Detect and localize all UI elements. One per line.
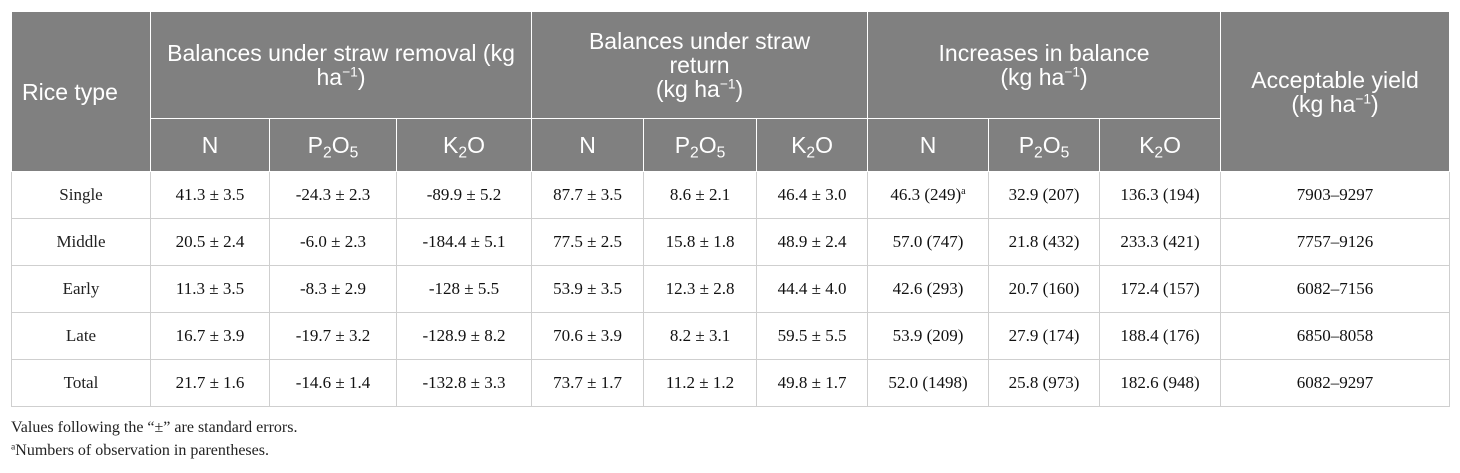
- cell-increase-k2o: 136.3 (194): [1099, 171, 1222, 219]
- cell-removal-n: 16.7 ± 3.9: [150, 312, 270, 360]
- cell-removal-k2o: -132.8 ± 3.3: [395, 359, 533, 407]
- table-body: Single 41.3 ± 3.5 -24.3 ± 2.3 -89.9 ± 5.…: [11, 171, 1451, 407]
- header-rice-type: Rice type: [11, 11, 151, 172]
- cell-acceptable-yield: 7903–9297: [1220, 171, 1451, 219]
- header-group-return: Balances under straw return (kg ha−1): [531, 11, 869, 119]
- table-row: Middle 20.5 ± 2.4 -6.0 ± 2.3 -184.4 ± 5.…: [11, 218, 1451, 266]
- cell-return-p2o5: 12.3 ± 2.8: [643, 265, 758, 313]
- cell-return-p2o5: 8.2 ± 3.1: [643, 312, 758, 360]
- cell-acceptable-yield: 6082–7156: [1220, 265, 1451, 313]
- cell-removal-p2o5: -6.0 ± 2.3: [269, 218, 397, 266]
- cell-return-n: 73.7 ± 1.7: [531, 359, 645, 407]
- cell-removal-k2o: -89.9 ± 5.2: [395, 171, 533, 219]
- cell-increase-n: 52.0 (1498): [867, 359, 990, 407]
- cell-increase-k2o: 233.3 (421): [1099, 218, 1222, 266]
- cell-return-p2o5: 8.6 ± 2.1: [643, 171, 758, 219]
- table-row: Early 11.3 ± 3.5 -8.3 ± 2.9 -128 ± 5.5 5…: [11, 265, 1451, 313]
- header-group-increase: Increases in balance (kg ha−1): [867, 11, 1222, 119]
- cell-return-k2o: 49.8 ± 1.7: [756, 359, 869, 407]
- cell-removal-p2o5: -19.7 ± 3.2: [269, 312, 397, 360]
- header-removal-n: N: [150, 118, 270, 172]
- cell-return-k2o: 48.9 ± 2.4: [756, 218, 869, 266]
- table-row: Single 41.3 ± 3.5 -24.3 ± 2.3 -89.9 ± 5.…: [11, 171, 1451, 219]
- cell-increase-n: 42.6 (293): [867, 265, 990, 313]
- header-return-k2o: K2O: [756, 118, 869, 172]
- header-acceptable-yield: Acceptable yield (kg ha−1): [1220, 11, 1451, 172]
- header-removal-p2o5: P2O5: [269, 118, 397, 172]
- cell-increase-n: 46.3 (249)a: [867, 171, 990, 219]
- cell-increase-n: 57.0 (747): [867, 218, 990, 266]
- cell-return-k2o: 46.4 ± 3.0: [756, 171, 869, 219]
- cell-removal-k2o: -128.9 ± 8.2: [395, 312, 533, 360]
- cell-removal-p2o5: -14.6 ± 1.4: [269, 359, 397, 407]
- footnote-marker: a: [961, 185, 966, 197]
- header-return-n: N: [531, 118, 645, 172]
- cell-removal-n: 20.5 ± 2.4: [150, 218, 270, 266]
- table-row: Total 21.7 ± 1.6 -14.6 ± 1.4 -132.8 ± 3.…: [11, 359, 1451, 407]
- cell-acceptable-yield: 6082–9297: [1220, 359, 1451, 407]
- cell-removal-p2o5: -24.3 ± 2.3: [269, 171, 397, 219]
- header-increase-p2o5: P2O5: [988, 118, 1101, 172]
- cell-rice-type: Early: [11, 265, 151, 313]
- header-return-p2o5: P2O5: [643, 118, 758, 172]
- cell-rice-type: Total: [11, 359, 151, 407]
- cell-increase-k2o: 172.4 (157): [1099, 265, 1222, 313]
- cell-increase-n: 53.9 (209): [867, 312, 990, 360]
- cell-return-p2o5: 11.2 ± 1.2: [643, 359, 758, 407]
- footnote-observations: aNumbers of observation in parentheses.: [11, 441, 269, 459]
- table-footnotes: Values following the “±” are standard er…: [11, 416, 1449, 462]
- cell-increase-p2o5: 32.9 (207): [988, 171, 1101, 219]
- header-group-removal: Balances under straw removal (kg ha−1): [149, 11, 533, 119]
- nutrient-balance-table: Rice type Balances under straw removal (…: [11, 11, 1451, 407]
- cell-removal-n: 41.3 ± 3.5: [150, 171, 270, 219]
- cell-return-k2o: 44.4 ± 4.0: [756, 265, 869, 313]
- cell-increase-p2o5: 25.8 (973): [988, 359, 1101, 407]
- table-header: Rice type Balances under straw removal (…: [11, 11, 1451, 172]
- cell-acceptable-yield: 6850–8058: [1220, 312, 1451, 360]
- table-row: Late 16.7 ± 3.9 -19.7 ± 3.2 -128.9 ± 8.2…: [11, 312, 1451, 360]
- cell-rice-type: Late: [11, 312, 151, 360]
- cell-increase-p2o5: 27.9 (174): [988, 312, 1101, 360]
- cell-removal-k2o: -184.4 ± 5.1: [395, 218, 533, 266]
- cell-return-p2o5: 15.8 ± 1.8: [643, 218, 758, 266]
- cell-increase-k2o: 182.6 (948): [1099, 359, 1222, 407]
- cell-return-k2o: 59.5 ± 5.5: [756, 312, 869, 360]
- cell-return-n: 53.9 ± 3.5: [531, 265, 645, 313]
- cell-increase-k2o: 188.4 (176): [1099, 312, 1222, 360]
- table-container: Rice type Balances under straw removal (…: [11, 11, 1451, 462]
- footnote-marker: a: [11, 441, 16, 453]
- cell-return-n: 77.5 ± 2.5: [531, 218, 645, 266]
- cell-increase-p2o5: 20.7 (160): [988, 265, 1101, 313]
- header-increase-k2o: K2O: [1099, 118, 1222, 172]
- cell-rice-type: Middle: [11, 218, 151, 266]
- header-removal-k2o: K2O: [395, 118, 533, 172]
- cell-removal-k2o: -128 ± 5.5: [395, 265, 533, 313]
- cell-increase-p2o5: 21.8 (432): [988, 218, 1101, 266]
- cell-return-n: 70.6 ± 3.9: [531, 312, 645, 360]
- header-increase-n: N: [867, 118, 990, 172]
- cell-removal-n: 11.3 ± 3.5: [150, 265, 270, 313]
- cell-removal-n: 21.7 ± 1.6: [150, 359, 270, 407]
- cell-rice-type: Single: [11, 171, 151, 219]
- cell-acceptable-yield: 7757–9126: [1220, 218, 1451, 266]
- cell-removal-p2o5: -8.3 ± 2.9: [269, 265, 397, 313]
- footnote-standard-errors: Values following the “±” are standard er…: [11, 419, 298, 436]
- cell-return-n: 87.7 ± 3.5: [531, 171, 645, 219]
